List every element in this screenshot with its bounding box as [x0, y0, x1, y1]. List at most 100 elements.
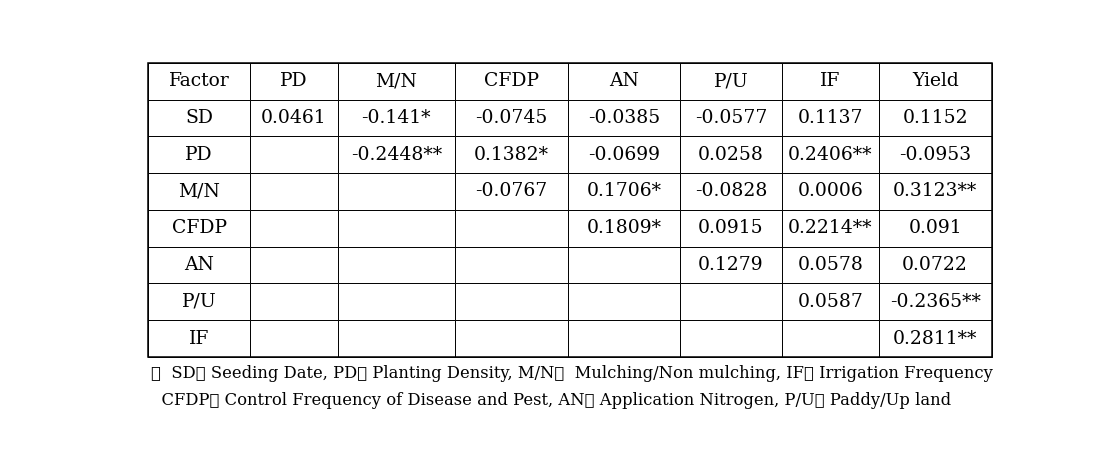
Text: M/N: M/N	[376, 72, 417, 90]
Bar	[681, 210, 782, 247]
Bar	[338, 100, 455, 136]
Text: -0.0745: -0.0745	[475, 109, 547, 127]
Bar	[567, 173, 681, 210]
Bar	[782, 247, 878, 283]
Bar	[250, 100, 338, 136]
Text: -0.0699: -0.0699	[588, 146, 659, 164]
Bar	[681, 100, 782, 136]
Text: 0.0587: 0.0587	[797, 293, 863, 311]
Bar	[681, 247, 782, 283]
Text: 0.091: 0.091	[909, 219, 962, 237]
Bar	[338, 210, 455, 247]
Bar	[250, 63, 338, 100]
Bar	[567, 210, 681, 247]
Bar	[148, 100, 250, 136]
Bar	[338, 63, 455, 100]
Text: Yield: Yield	[912, 72, 959, 90]
Bar	[567, 100, 681, 136]
Text: -0.0385: -0.0385	[588, 109, 661, 127]
Bar	[455, 210, 567, 247]
Text: -0.0828: -0.0828	[695, 183, 767, 201]
Bar	[148, 173, 250, 210]
Text: 0.0578: 0.0578	[797, 256, 863, 274]
Text: P/U: P/U	[714, 72, 748, 90]
Bar	[878, 136, 992, 173]
Bar	[148, 210, 250, 247]
Text: 0.1137: 0.1137	[797, 109, 863, 127]
Text: 0.0915: 0.0915	[698, 219, 764, 237]
Text: IF: IF	[189, 329, 209, 347]
Text: -0.0577: -0.0577	[695, 109, 767, 127]
Bar	[148, 283, 250, 320]
Text: PD: PD	[186, 146, 212, 164]
Bar	[567, 63, 681, 100]
Bar	[782, 63, 878, 100]
Bar	[250, 283, 338, 320]
Bar	[782, 100, 878, 136]
Bar	[878, 173, 992, 210]
Text: -0.141*: -0.141*	[361, 109, 431, 127]
Bar	[455, 283, 567, 320]
Bar	[148, 320, 250, 357]
Bar	[338, 136, 455, 173]
Text: CFDP: CFDP	[171, 219, 227, 237]
Bar	[878, 100, 992, 136]
Bar	[782, 173, 878, 210]
Bar	[782, 283, 878, 320]
Text: -0.0767: -0.0767	[475, 183, 547, 201]
Text: 0.1382*: 0.1382*	[474, 146, 548, 164]
Bar	[250, 210, 338, 247]
Bar	[338, 247, 455, 283]
Text: 0.3123**: 0.3123**	[893, 183, 977, 201]
Bar	[250, 247, 338, 283]
Bar	[681, 173, 782, 210]
Bar	[455, 320, 567, 357]
Bar	[567, 247, 681, 283]
Bar	[455, 173, 567, 210]
Text: 0.0461: 0.0461	[261, 109, 327, 127]
Bar	[338, 173, 455, 210]
Text: -0.2448**: -0.2448**	[350, 146, 441, 164]
Bar	[455, 136, 567, 173]
Bar	[878, 210, 992, 247]
Bar	[338, 283, 455, 320]
Bar	[250, 136, 338, 173]
Text: 0.1706*: 0.1706*	[586, 183, 662, 201]
Text: 0.1809*: 0.1809*	[586, 219, 662, 237]
Text: CFDP: CFDP	[484, 72, 538, 90]
Bar	[148, 63, 250, 100]
Text: Factor: Factor	[169, 72, 229, 90]
Bar	[567, 320, 681, 357]
Text: CFDP： Control Frequency of Disease and Pest, AN： Application Nitrogen, P/U： Padd: CFDP： Control Frequency of Disease and P…	[151, 392, 952, 409]
Text: -0.2365**: -0.2365**	[890, 293, 981, 311]
Bar	[148, 136, 250, 173]
Bar	[567, 283, 681, 320]
Text: PD: PD	[280, 72, 308, 90]
Bar	[878, 247, 992, 283]
Bar	[148, 63, 992, 357]
Bar	[782, 136, 878, 173]
Bar	[782, 210, 878, 247]
Bar	[250, 320, 338, 357]
Bar	[782, 320, 878, 357]
Text: M/N: M/N	[178, 183, 220, 201]
Bar	[567, 136, 681, 173]
Text: 0.0258: 0.0258	[698, 146, 764, 164]
Text: ※  SD： Seeding Date, PD： Planting Density, M/N：  Mulching/Non mulching, IF： Irri: ※ SD： Seeding Date, PD： Planting Density…	[151, 365, 993, 382]
Text: P/U: P/U	[181, 293, 217, 311]
Text: 0.1279: 0.1279	[698, 256, 764, 274]
Text: IF: IF	[821, 72, 841, 90]
Text: 0.0006: 0.0006	[797, 183, 863, 201]
Text: 0.2811**: 0.2811**	[893, 329, 977, 347]
Bar	[681, 320, 782, 357]
Text: 0.2406**: 0.2406**	[788, 146, 873, 164]
Text: 0.2214**: 0.2214**	[788, 219, 873, 237]
Bar	[338, 320, 455, 357]
Bar	[455, 100, 567, 136]
Bar	[681, 283, 782, 320]
Bar	[681, 136, 782, 173]
Text: 0.0722: 0.0722	[902, 256, 969, 274]
Bar	[878, 320, 992, 357]
Text: -0.0953: -0.0953	[900, 146, 971, 164]
Text: 0.1152: 0.1152	[902, 109, 967, 127]
